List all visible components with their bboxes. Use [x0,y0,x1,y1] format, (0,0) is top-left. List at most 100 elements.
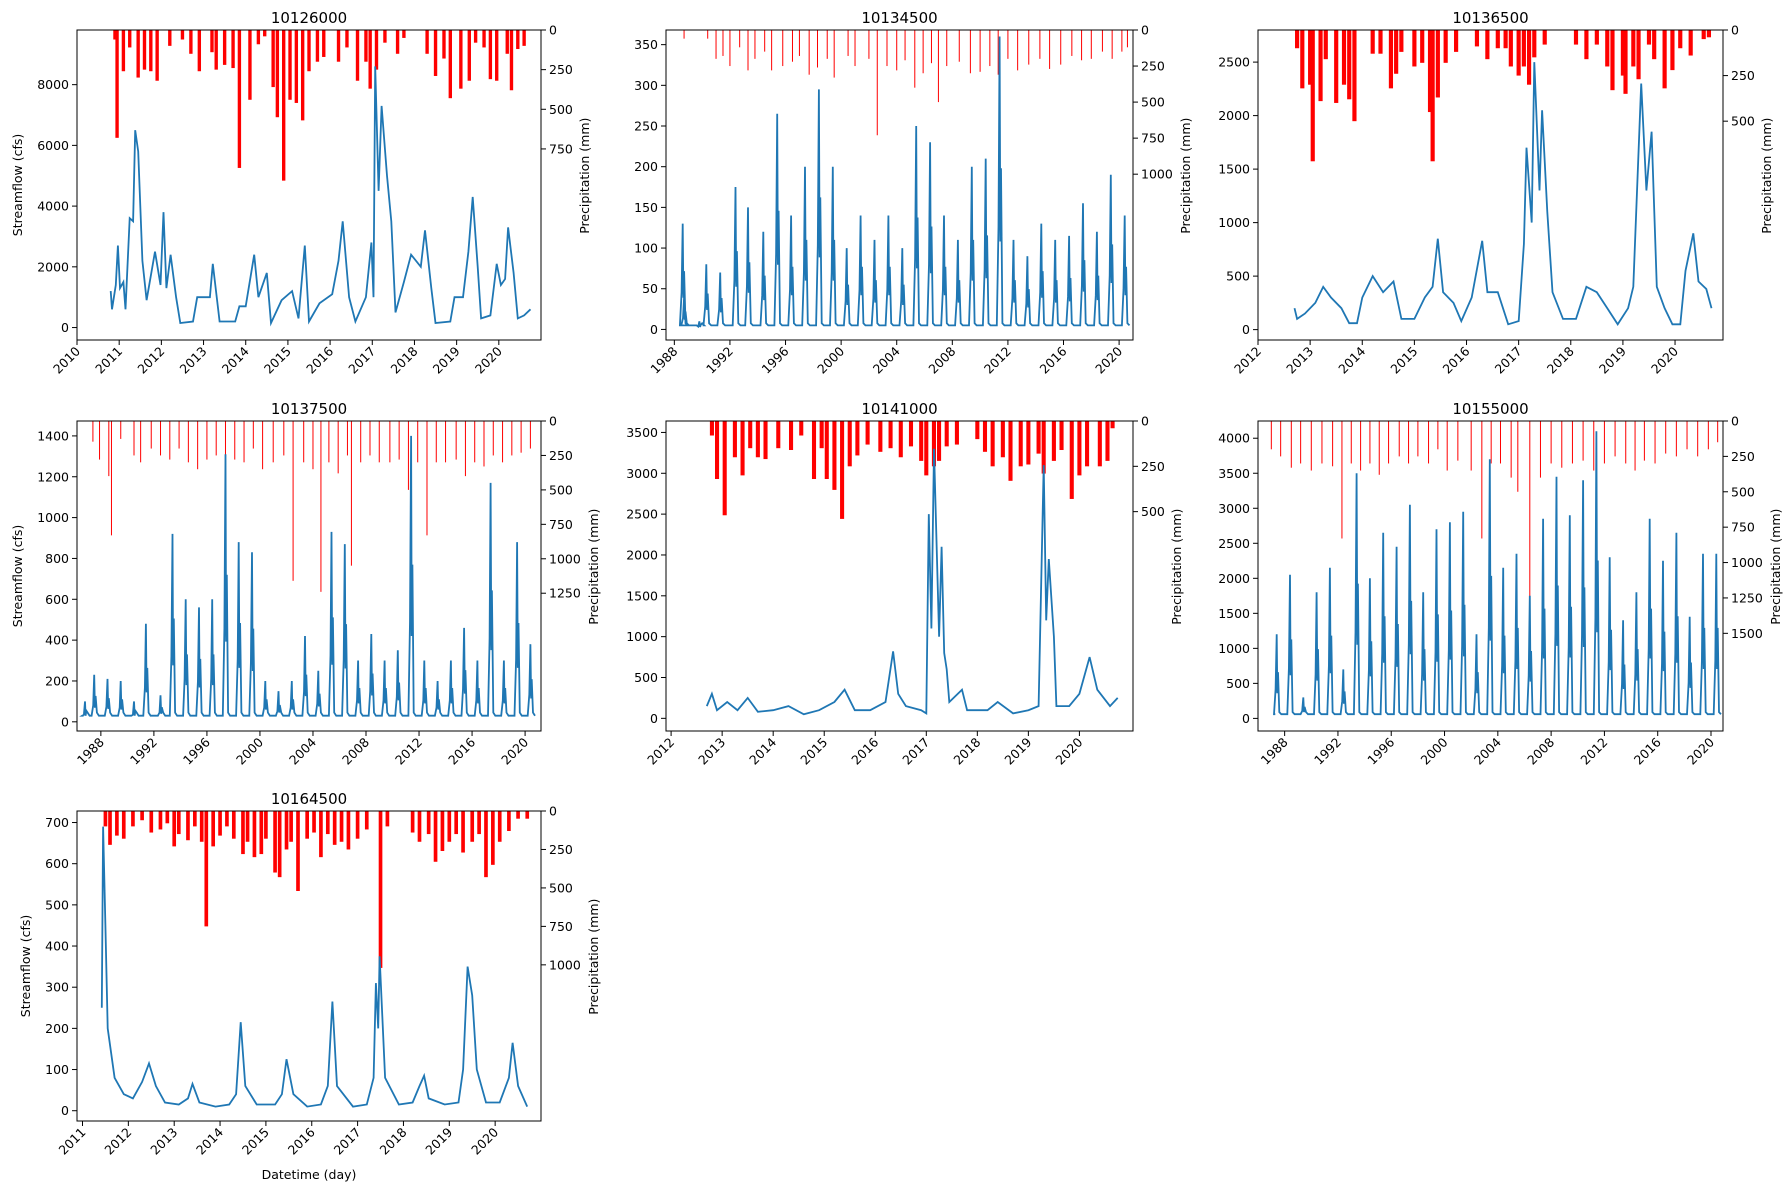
precip-bar [312,421,314,470]
precip-bar [495,30,499,81]
precip-bar [300,30,305,121]
y-tick-label: 1500 [1218,162,1250,177]
precip-bar [1398,421,1400,457]
precip-bar [1077,421,1082,476]
precip-bar [1508,30,1513,67]
x-tick-label: 2016 [1440,343,1473,376]
x-tick-label: 2013 [147,1125,180,1158]
precip-bar [811,421,817,480]
subplot-title: 10137500 [271,400,347,418]
precip-bar [320,421,322,592]
precip-bar [189,30,193,54]
y-tick-label: 150 [634,200,658,215]
precip-bar [855,421,860,456]
subplot-title: 10134500 [861,9,937,27]
precip-bar [1420,30,1425,63]
precip-bar [748,421,753,449]
precip-bar [115,811,119,836]
precip-bar [410,811,415,833]
precip-bar [1457,421,1459,461]
precip-bar [898,421,903,458]
precip-bar [110,421,112,536]
precip-bar [1584,30,1589,60]
precip-bar [1435,30,1440,98]
x-tick-label: 2014 [193,1124,226,1157]
precip-bar [1481,421,1483,539]
y-tick-label: 250 [634,119,658,134]
precip-bar [322,30,326,57]
y2-tick-label: 500 [549,482,573,497]
precip-bar [315,30,320,62]
y2-tick-label: 500 [1731,484,1755,499]
y2-tick-label: 1000 [549,957,581,972]
precip-bar [140,811,144,821]
precip-bar [1526,30,1532,85]
x-tick-label: 2008 [1524,734,1557,767]
precip-bar [180,30,185,40]
subplot-10137500: 1988 1992 1996 2000 2004 2008 2012 2016 20200200… [10,400,601,768]
y-tick-label: 600 [45,592,69,607]
axes-frame [76,810,542,1122]
y-tick-label: 2000 [1218,108,1250,123]
precip-bar [103,811,108,827]
x-tick-label: 2014 [746,734,779,767]
precip-bar [283,421,285,456]
x-tick-label: 2004 [1471,734,1504,767]
x-tick-label: 2010 [50,343,83,376]
precip-bar [224,421,226,470]
precip-bar [378,421,380,463]
x-tick-label: 2020 [1648,343,1681,376]
precip-bar [944,421,949,447]
y-axis-label: Streamflow (cfs) [10,525,25,627]
y2-tick-label: 500 [549,102,573,117]
y-tick-label: 3500 [1218,466,1250,481]
subplot-10134500: 1988 1992 1996 2000 2004 2008 2012 2016 20200501… [634,9,1193,377]
precip-bar [248,30,252,100]
precip-bar [888,421,893,449]
streamflow-line [1293,62,1713,326]
precip-bar [1688,30,1693,56]
precip-bar [92,421,94,442]
precip-bar [904,30,906,61]
precip-bar [1490,421,1492,464]
precip-bar [799,421,804,436]
precip-bar [747,30,749,71]
precip-bar [1399,30,1404,52]
precip-bar [1388,30,1394,89]
precip-bar [389,421,391,463]
precip-bar [1485,30,1490,60]
x-tick-label: 2018 [387,343,420,376]
precip-bar [325,811,330,835]
precip-bar [1707,421,1709,450]
precip-bar [497,811,502,842]
precip-bar [1101,30,1103,52]
axes-frame [76,29,542,341]
x-tick-label: 2020 [472,343,505,376]
precip-bar [252,421,254,449]
precip-bar [417,811,422,842]
precip-bar [1470,421,1472,471]
precip-bar [1121,30,1123,52]
precip-bar [319,811,323,858]
precip-bar [447,811,452,842]
precip-bar [1678,30,1683,49]
precip-bar [1081,30,1083,61]
precip-bar [374,30,379,70]
x-tick-label: 2016 [848,734,881,767]
axes-frame [76,420,542,732]
precip-bar [99,421,101,460]
x-tick-label: 2016 [1037,343,1070,376]
subplot-10155000: 1988 1992 1996 2000 2004 2008 2012 2016 2020 0 500… [1218,400,1783,768]
y-tick-label: 0 [650,322,658,337]
precip-bar [307,30,311,72]
y-tick-label: 500 [45,897,69,912]
precip-bar [328,421,330,463]
precip-bar [908,421,914,447]
precip-bar [259,811,264,855]
precip-bar [477,811,481,835]
x-tick-label: 2016 [1631,734,1664,767]
precip-bar [289,811,293,842]
precip-bar [332,811,337,845]
precip-bar [1290,421,1292,468]
precip-bar [303,421,305,463]
